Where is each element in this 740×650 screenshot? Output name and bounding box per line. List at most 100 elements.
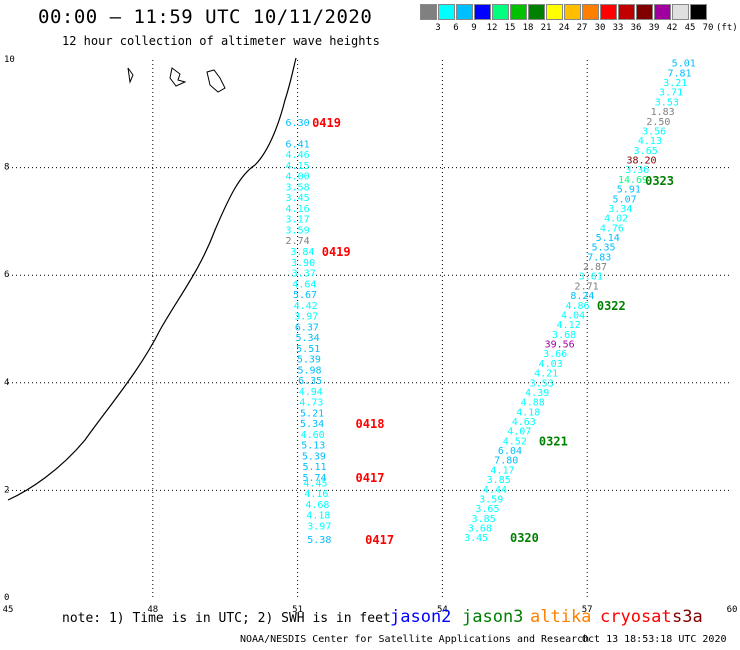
- wave-height-value: 4.73: [299, 398, 323, 409]
- wave-height-value: 3.56: [642, 126, 666, 137]
- scale-swatch: [456, 4, 473, 20]
- wave-height-value: 3.65: [634, 146, 658, 157]
- wave-height-value: 5.39: [297, 355, 321, 366]
- footer-source: NOAA/NESDIS Center for Satellite Applica…: [240, 634, 590, 645]
- pass-time-label: 0419: [312, 116, 341, 130]
- wave-height-value: 5.14: [596, 233, 620, 244]
- wave-height-value: 3.37: [292, 269, 316, 280]
- wave-height-value: 5.67: [293, 290, 317, 301]
- wave-height-value: 3.36: [625, 165, 649, 176]
- pass-time-label: 0320: [510, 531, 539, 545]
- scale-swatch: [492, 4, 509, 20]
- wave-height-value: 3.66: [543, 349, 567, 360]
- scale-unit: (ft): [716, 23, 738, 33]
- wave-height-value: 7.83: [587, 252, 611, 263]
- wave-height-value: 3.68: [552, 330, 576, 341]
- wave-height-value: 4.17: [490, 465, 514, 476]
- wave-height-value: 5.74: [302, 473, 326, 484]
- x-axis-label: 48: [147, 605, 158, 615]
- x-axis-label: 45: [3, 605, 14, 615]
- scale-swatch: [672, 4, 689, 20]
- wave-height-value: 3.58: [286, 182, 310, 193]
- satellite-legend-jason3: jason3: [462, 607, 524, 627]
- wave-height-value: 4.16: [304, 489, 328, 500]
- scale-label: 12: [486, 23, 498, 33]
- wave-height-value: 4.94: [299, 387, 323, 398]
- wave-height-value: 3.53: [530, 378, 554, 389]
- scale-label: 45: [684, 23, 696, 33]
- wave-height-value: 3.97: [294, 312, 318, 323]
- scale-swatch: [582, 4, 599, 20]
- wave-height-value: 3.85: [487, 475, 511, 486]
- wave-height-value: 3.17: [286, 215, 310, 226]
- island-outline: [206, 69, 226, 93]
- y-axis-label: 8: [4, 163, 9, 173]
- wave-height-value: 5.98: [297, 365, 321, 376]
- scale-label: 24: [558, 23, 570, 33]
- wave-height-value: 4.13: [638, 136, 662, 147]
- scale-label: 70: [702, 23, 714, 33]
- x-axis-label: 54: [437, 605, 448, 615]
- scale-label: 36: [630, 23, 642, 33]
- x-axis-label: 60: [727, 605, 738, 615]
- scale-swatch: [600, 4, 617, 20]
- footer-note: note: 1) Time is in UTC; 2) SWH is in fe…: [62, 611, 391, 626]
- page-title: 00:00 – 11:59 UTC 10/11/2020: [38, 6, 373, 28]
- wave-height-value: 4.45: [303, 478, 327, 489]
- wave-height-value: 5.35: [591, 243, 615, 254]
- wave-height-value: 5.91: [617, 185, 641, 196]
- wave-height-value: 4.18: [516, 407, 540, 418]
- scale-swatch: [618, 4, 635, 20]
- wave-height-value: 3.53: [655, 97, 679, 108]
- pass-time-label: 0419: [322, 245, 351, 259]
- wave-height-value: 1.83: [651, 107, 675, 118]
- wave-height-value: 6.37: [295, 322, 319, 333]
- scale-swatch: [690, 4, 707, 20]
- wave-height-value: 4.04: [561, 310, 585, 321]
- wave-height-value: 4.52: [503, 436, 527, 447]
- wave-height-value: 4.60: [301, 430, 325, 441]
- wave-height-value: 5.38: [307, 535, 331, 546]
- pass-time-label: 0417: [356, 471, 385, 485]
- scale-swatch: [474, 4, 491, 20]
- scale-label: 21: [540, 23, 552, 33]
- wave-height-value: 3.84: [290, 247, 314, 258]
- scale-label: 3: [435, 23, 441, 33]
- y-axis-label: 6: [4, 270, 9, 280]
- scale-label: 33: [612, 23, 624, 33]
- coastline: [7, 57, 297, 501]
- wave-height-value: 5.34: [296, 333, 320, 344]
- wave-height-value: 3.59: [286, 225, 310, 236]
- wave-height-value: 5.07: [613, 194, 637, 205]
- scale-label: 6: [453, 23, 459, 33]
- scale-label: 42: [666, 23, 678, 33]
- wave-height-value: 4.18: [306, 511, 330, 522]
- pass-time-label: 0322: [597, 299, 626, 313]
- wave-height-value: 3.97: [307, 521, 331, 532]
- x-axis-label: 57: [582, 605, 593, 615]
- wave-height-value: 4.21: [534, 369, 558, 380]
- wave-height-value: 4.86: [565, 301, 589, 312]
- wave-height-value: 4.68: [305, 500, 329, 511]
- page-subtitle: 12 hour collection of altimeter wave hei…: [62, 34, 380, 48]
- satellite-legend-jason2: jason2: [390, 607, 452, 627]
- wave-height-value: 7.81: [667, 68, 691, 79]
- wave-height-value: 6.04: [498, 446, 522, 457]
- scale-label: 27: [576, 23, 588, 33]
- wave-height-value: 4.44: [483, 485, 507, 496]
- scale-swatch: [438, 4, 455, 20]
- wave-height-value: 2.71: [575, 281, 599, 292]
- scale-swatch: [636, 4, 653, 20]
- wave-height-value: 4.15: [286, 161, 310, 172]
- wave-height-value: 8.24: [570, 291, 594, 302]
- scale-swatch: [546, 4, 563, 20]
- scale-swatch: [654, 4, 671, 20]
- wave-height-value: 3.61: [579, 272, 603, 283]
- wave-height-value: 5.39: [302, 451, 326, 462]
- pass-time-label: 0323: [645, 174, 674, 188]
- wave-height-value: 3.21: [663, 78, 687, 89]
- wave-height-value: 3.34: [608, 204, 632, 215]
- wave-height-value: 2.74: [286, 236, 310, 247]
